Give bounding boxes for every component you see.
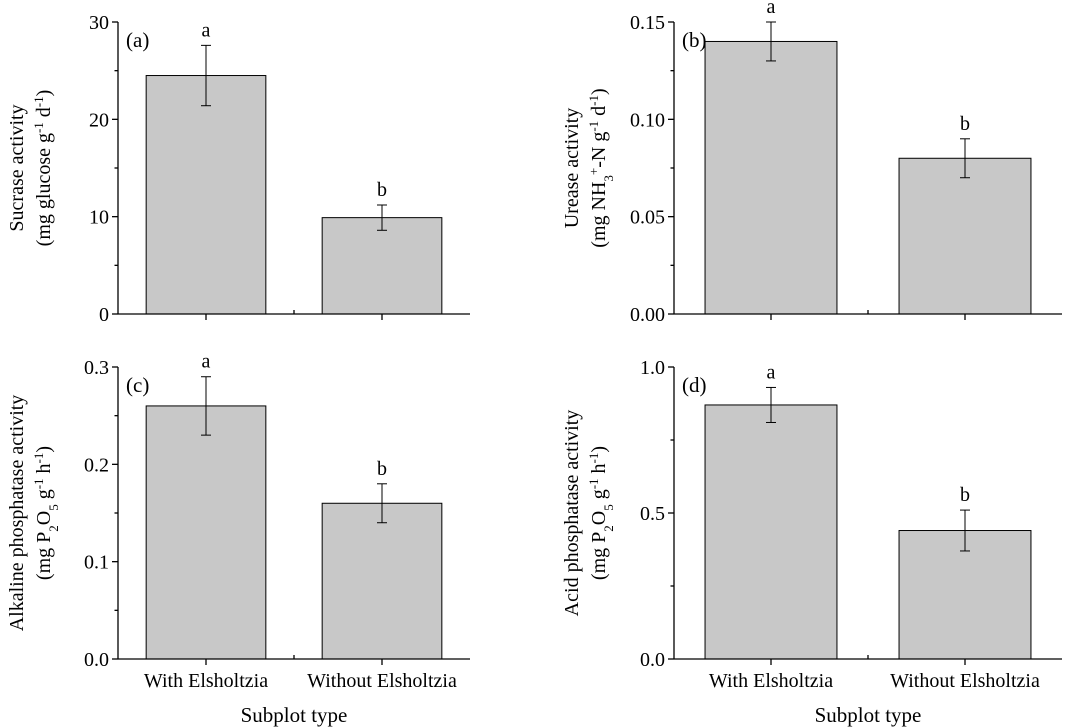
y-tick-label: 0.00 — [630, 304, 665, 326]
significance-letter: a — [767, 0, 776, 18]
chart-panel-d: a With Elsholtzia b Without Elsholtzia 0.0 0.… — [561, 357, 1062, 727]
y-tick-label: 0.05 — [630, 207, 665, 229]
x-axis-label: Subplot type — [815, 703, 922, 727]
error-bar — [960, 138, 970, 179]
y-axis-unit-label: (mg P2O5 g-1 h-1) — [31, 446, 61, 580]
error-bar — [377, 204, 387, 231]
bar-with-elsholtzia — [704, 404, 838, 660]
error-bar — [960, 509, 970, 552]
y-tick-label: 10 — [89, 207, 109, 229]
bar-with-elsholtzia — [145, 405, 267, 660]
error-bar — [766, 386, 776, 423]
bar-with-elsholtzia — [145, 75, 267, 315]
y-tick-label: 20 — [89, 109, 109, 131]
chart-panel-c: a With Elsholtzia b Without Elsholtzia 0.0 0.… — [6, 351, 470, 727]
y-tick-label: 0.0 — [84, 649, 109, 671]
panel-label: (d) — [682, 373, 707, 397]
chart-panel-b: a b 0.00 0.05 0.10 0.15 (b) Urease activity (mg … — [561, 0, 1062, 326]
y-tick-label: 30 — [89, 12, 109, 34]
y-axis-label: Sucrase activity — [6, 104, 28, 231]
y-tick-label: 0 — [99, 304, 109, 326]
category-label: With Elsholtzia — [709, 670, 833, 692]
bar-without-elsholtzia — [898, 530, 1032, 660]
y-axis-unit-label: (mg P2O5 g-1 h-1) — [586, 446, 616, 580]
significance-letter: b — [377, 179, 387, 201]
y-tick-label: 0.15 — [630, 12, 665, 34]
bar-without-elsholtzia — [898, 157, 1032, 315]
category-label: Without Elsholtzia — [307, 670, 457, 692]
panel-label: (b) — [682, 28, 707, 52]
y-axis-label: Acid phosphatase activity — [561, 410, 583, 617]
bar-with-elsholtzia — [704, 40, 838, 315]
y-tick-label: 0.10 — [630, 109, 665, 131]
chart-panel-a: a b 0 10 20 30 (a) Sucrase activity (mg glucose … — [6, 12, 470, 326]
y-axis-label: Alkaline phosphatase activity — [6, 395, 28, 632]
panel-label: (c) — [126, 373, 149, 397]
category-label: Without Elsholtzia — [890, 670, 1040, 692]
category-label: With Elsholtzia — [144, 670, 268, 692]
significance-letter: a — [202, 351, 211, 373]
y-tick-label: 0.5 — [640, 503, 665, 525]
error-bar — [201, 376, 211, 436]
panel-label: (a) — [126, 28, 149, 52]
x-axis-label: Subplot type — [241, 703, 348, 727]
significance-letter: b — [960, 484, 970, 506]
error-bar — [377, 483, 387, 524]
significance-letter: b — [960, 113, 970, 135]
y-axis-unit-label: (mg glucose g-1 d-1) — [31, 90, 56, 247]
y-tick-label: 0.3 — [84, 357, 109, 379]
y-axis-unit-label: (mg NH3+-N g-1 d-1) — [586, 88, 616, 247]
significance-letter: b — [377, 458, 387, 480]
y-tick-label: 0.0 — [640, 649, 665, 671]
bar-without-elsholtzia — [321, 217, 443, 315]
significance-letter: a — [202, 19, 211, 41]
bar-without-elsholtzia — [321, 502, 443, 660]
y-tick-label: 0.2 — [84, 454, 109, 476]
error-bar — [201, 44, 211, 107]
y-axis-label: Urease activity — [561, 108, 583, 229]
y-tick-label: 0.1 — [84, 552, 109, 574]
y-tick-label: 1.0 — [640, 357, 665, 379]
error-bar — [766, 21, 776, 62]
significance-letter: a — [767, 361, 776, 383]
